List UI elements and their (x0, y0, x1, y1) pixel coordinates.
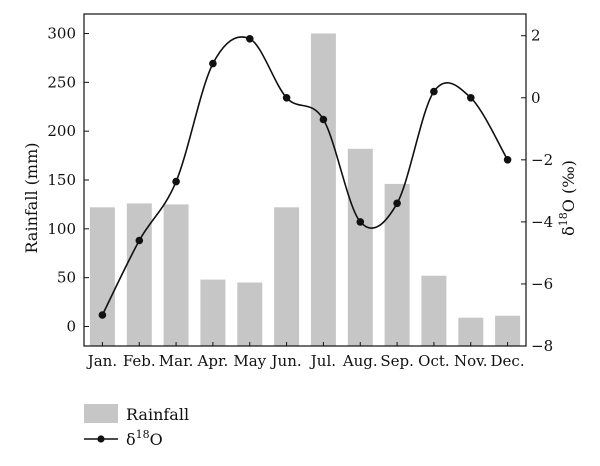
x-tick-label-7: Jul. (309, 352, 336, 370)
d18o-point-7 (319, 115, 328, 124)
x-tick-label-5: May (233, 352, 266, 370)
left-tick-label-150: 150 (47, 171, 76, 189)
left-tick-label-250: 250 (47, 73, 76, 91)
right-tick-label-1: 2 (531, 27, 541, 45)
right-axis-title: δ18O (‰) (557, 160, 578, 236)
d18o-series-line (101, 36, 509, 316)
rainfall-bar-10 (421, 275, 447, 346)
right-tick-label-5: −6 (531, 275, 553, 293)
left-tick-label-50: 50 (57, 269, 76, 287)
legend: Rainfall δ18O (84, 404, 189, 449)
x-tick-label-9: Sep. (380, 352, 414, 370)
rainfall-bar-11 (458, 317, 484, 346)
left-tick-label-0: 0 (66, 317, 76, 335)
left-tick-label-100: 100 (47, 220, 76, 238)
right-tick-label-4: −4 (531, 213, 553, 231)
d18o-point-8 (356, 218, 365, 226)
right-tick-label-2: 0 (531, 89, 541, 107)
x-tick-label-10: Oct. (418, 352, 450, 370)
rainfall-bar-3 (163, 204, 189, 346)
rainfall-bar-5 (237, 282, 263, 346)
d18o-point-10 (430, 87, 438, 96)
right-tick-label-3: −2 (531, 151, 553, 169)
x-tick-label-6: Jun. (270, 352, 302, 370)
left-axis: 0 50 100 150 200 250 300 (47, 25, 89, 335)
x-tick-label-4: Apr. (197, 352, 229, 370)
left-axis-title: Rainfall (mm) (22, 143, 41, 254)
d18o-point-2 (135, 236, 144, 245)
d18o-point-5 (246, 35, 254, 43)
d18o-point-12 (503, 156, 512, 164)
x-tick-label-8: Aug. (342, 352, 378, 370)
rainfall-bar-1 (89, 207, 115, 346)
right-axis: 2 0 −2 −4 −6 −8 (521, 27, 553, 355)
d18o-point-11 (467, 94, 475, 102)
x-tick-label-11: Nov. (454, 352, 488, 370)
rainfall-bar-12 (495, 315, 521, 346)
d18o-line (98, 35, 512, 319)
rainfall-bars (89, 33, 521, 346)
legend-rainfall-label: Rainfall (126, 405, 189, 424)
d18o-point-3 (172, 177, 180, 186)
rainfall-bar-4 (200, 279, 226, 346)
x-tick-label-2: Feb. (123, 352, 156, 370)
x-axis: Jan. Feb. Mar. Apr. May Jun. Jul. Aug. Sep. Oct. N… (86, 342, 525, 370)
d18o-point-6 (282, 94, 291, 102)
x-tick-label-3: Mar. (159, 352, 194, 370)
rainfall-bar-9 (384, 183, 410, 346)
x-tick-label-12: Dec. (491, 352, 525, 370)
rainfall-bar-7 (310, 33, 336, 346)
d18o-point-4 (209, 59, 217, 68)
legend-rainfall-swatch (84, 404, 118, 423)
left-tick-label-200: 200 (47, 122, 76, 140)
rainfall-bar-2 (126, 203, 152, 346)
right-tick-label-6: −8 (531, 337, 553, 355)
legend-d18o-label: δ18O (126, 428, 163, 449)
left-tick-label-300: 300 (47, 25, 76, 43)
legend-d18o-marker (97, 435, 105, 443)
rainfall-bar-6 (274, 207, 300, 346)
d18o-point-9 (393, 199, 401, 208)
d18o-point-1 (98, 311, 107, 319)
rainfall-bar-8 (347, 148, 373, 346)
x-tick-label-1: Jan. (86, 352, 117, 370)
